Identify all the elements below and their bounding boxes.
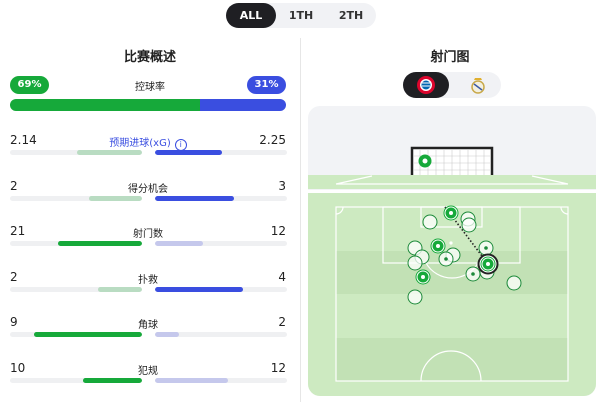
home-stat-value: 9 (10, 315, 18, 329)
tab-1th[interactable]: 1TH (288, 9, 314, 22)
shot-marker[interactable] (407, 255, 423, 271)
goal-ball-in-net (418, 154, 432, 168)
stat-row: 2 扑救 4 (10, 269, 287, 300)
home-stat-fill (33, 332, 142, 337)
stat-row: 9 角球 2 (10, 315, 287, 345)
possession-label: 控球率 (135, 82, 165, 93)
away-stat-value: 12 (270, 224, 286, 238)
away-stat-fill (155, 150, 223, 155)
overview-title: 比赛概述 (123, 50, 176, 65)
away-stat-fill (155, 195, 235, 201)
home-stat-bar (10, 195, 142, 201)
stat-label: 射门数 (133, 229, 163, 240)
shot-marker[interactable] (461, 217, 477, 233)
bayern-munich-logo (417, 76, 435, 94)
divider (300, 38, 301, 402)
home-stat-value: 2 (10, 269, 18, 284)
shot-goal-marker[interactable] (477, 253, 499, 275)
stat-label: 扑救 (138, 274, 158, 286)
away-stat-bar (155, 377, 287, 383)
away-stat-bar (155, 286, 287, 292)
shot-goal-marker[interactable] (430, 238, 446, 254)
away-stat-fill (155, 286, 244, 292)
shot-goal-marker[interactable] (443, 205, 459, 221)
stat-row: 2.14 预期进球(xG) i 2.25 (10, 133, 287, 163)
home-possession-fill (10, 99, 201, 111)
possession-bar (10, 99, 286, 111)
away-stat-bar (155, 332, 287, 337)
stat-row: 10 犯规 12 (10, 360, 287, 391)
real-madrid-logo (471, 78, 485, 94)
home-stat-bar (10, 332, 142, 337)
stat-label: 角球 (138, 320, 158, 331)
away-stat-bar (155, 150, 287, 155)
away-stat-value: 2 (278, 315, 286, 329)
shotmap-title: 射门图 (430, 50, 470, 65)
home-stat-bar (10, 286, 142, 292)
home-stat-value: 10 (10, 360, 26, 375)
shot-marker[interactable] (422, 214, 438, 230)
away-stat-value: 2.25 (259, 133, 286, 147)
tab-all[interactable]: ALL (226, 3, 276, 28)
home-stat-value: 2.14 (10, 133, 37, 147)
away-stat-bar (155, 241, 287, 246)
shot-goal-marker[interactable] (415, 269, 431, 285)
shot-marker[interactable] (438, 251, 454, 267)
tab-2th[interactable]: 2TH (338, 9, 364, 22)
stat-row: 2 得分机会 3 (10, 178, 287, 209)
stat-label: 得分机会 (128, 183, 168, 195)
team-toggle (403, 72, 501, 98)
away-stat-fill (155, 377, 228, 383)
away-stat-value: 4 (278, 269, 286, 284)
home-stat-fill (89, 195, 142, 201)
away-stat-fill (155, 241, 203, 246)
home-stat-fill (57, 241, 142, 246)
stat-label: 犯规 (138, 365, 158, 377)
home-stat-fill (98, 286, 142, 292)
away-stat-fill (155, 332, 179, 337)
home-stat-bar (10, 377, 142, 383)
home-stat-fill (82, 377, 142, 383)
away-possession-badge: 31% (247, 76, 286, 94)
away-stat-value: 12 (270, 360, 286, 375)
home-stat-fill (77, 150, 142, 155)
away-stat-bar (155, 195, 287, 201)
shot-marker[interactable] (478, 240, 494, 256)
home-possession-badge: 69% (10, 76, 49, 94)
shot-marker[interactable] (465, 266, 481, 282)
away-stat-value: 3 (278, 178, 286, 193)
shot-marker[interactable] (506, 275, 522, 291)
home-stat-bar (10, 241, 142, 246)
home-stat-value: 21 (10, 224, 26, 238)
team-button-real-madrid[interactable] (455, 72, 501, 98)
team-button-bayern[interactable] (403, 72, 449, 98)
stat-row: 21 射门数 12 (10, 224, 287, 254)
home-stat-bar (10, 150, 142, 155)
shot-marker[interactable] (407, 289, 423, 305)
home-stat-value: 2 (10, 178, 18, 193)
period-tabs: ALL 1TH 2TH (226, 3, 376, 28)
away-possession-fill (200, 99, 286, 111)
